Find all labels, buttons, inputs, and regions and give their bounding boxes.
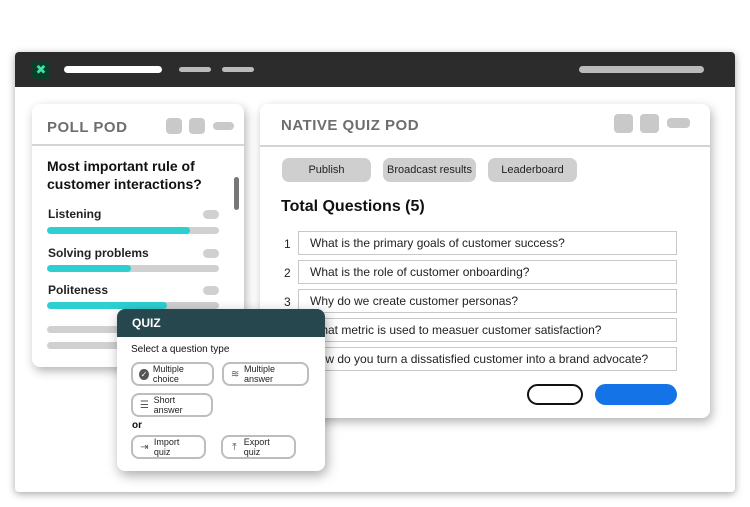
scrollbar[interactable]	[234, 177, 239, 210]
pod-menu-button[interactable]	[667, 118, 690, 128]
import-quiz-button[interactable]: ⇥ Import quiz	[131, 435, 206, 459]
poll-bar-fill	[47, 302, 168, 309]
poll-option-bar	[47, 265, 219, 272]
leaderboard-button[interactable]: Leaderboard	[488, 158, 577, 182]
poll-option-label: Solving problems	[48, 246, 149, 260]
app-logo-icon: ✖	[32, 61, 50, 79]
quiz-pod-title: NATIVE QUIZ POD	[281, 117, 420, 134]
poll-pod-title: POLL POD	[47, 119, 128, 136]
poll-question: Most important rule of customer interact…	[47, 158, 202, 192]
pod-menu-button[interactable]	[213, 122, 234, 130]
check-circle-icon: ✓	[139, 368, 149, 380]
button-label: Short answer	[153, 395, 183, 415]
button-label: Multiple choice	[152, 364, 184, 384]
pod-option-button[interactable]	[189, 118, 205, 134]
publish-button[interactable]: Publish	[282, 158, 371, 182]
multiple-answer-button[interactable]: ≋ Multiple answer	[222, 362, 309, 386]
poll-option-count	[203, 286, 219, 295]
divider	[32, 144, 244, 146]
poll-option-label: Politeness	[48, 283, 109, 297]
poll-option-count	[203, 210, 219, 219]
quiz-popup: QUIZ Select a question type ✓ Multiple c…	[117, 309, 325, 471]
question-number: 3	[284, 295, 291, 309]
quiz-popup-header: QUIZ	[117, 309, 325, 337]
poll-bar-fill	[47, 265, 132, 272]
total-questions: Total Questions (5)	[281, 198, 425, 215]
poll-option-bar	[47, 227, 219, 234]
primary-button[interactable]	[595, 384, 677, 405]
question-item[interactable]: What metric is used to measuer customer …	[298, 318, 677, 342]
pod-option-button[interactable]	[166, 118, 182, 134]
layers-icon: ≋	[230, 368, 240, 380]
short-answer-button[interactable]: ☰ Short answer	[131, 393, 213, 417]
poll-option-label: Listening	[48, 207, 102, 221]
question-number: 1	[284, 237, 291, 251]
question-item[interactable]: How do you turn a dissatisfied customer …	[298, 347, 677, 371]
secondary-button[interactable]	[527, 384, 583, 405]
title-bar: ✖	[15, 52, 735, 87]
export-quiz-button[interactable]: ⤒ Export quiz	[221, 435, 296, 459]
multiple-choice-button[interactable]: ✓ Multiple choice	[131, 362, 214, 386]
text-lines-icon: ☰	[139, 399, 149, 411]
question-item[interactable]: What is the primary goals of customer su…	[298, 231, 677, 255]
pod-option-button[interactable]	[614, 114, 633, 133]
button-label: Import quiz	[153, 437, 180, 457]
question-number: 2	[284, 266, 291, 280]
divider	[260, 145, 710, 147]
question-item[interactable]: Why do we create customer personas?	[298, 289, 677, 313]
menu-placeholder[interactable]	[222, 67, 254, 72]
menu-placeholder[interactable]	[179, 67, 211, 72]
quiz-popup-title: QUIZ	[132, 316, 161, 330]
poll-option-bar	[47, 302, 219, 309]
status-placeholder	[579, 66, 704, 73]
broadcast-results-button[interactable]: Broadcast results	[383, 158, 476, 182]
window-title-placeholder	[64, 66, 162, 73]
poll-option-count	[203, 249, 219, 258]
button-label: Multiple answer	[244, 364, 276, 384]
poll-bar-fill	[47, 227, 190, 234]
or-label: or	[132, 420, 142, 431]
question-type-prompt: Select a question type	[131, 344, 230, 355]
button-label: Export quiz	[243, 437, 270, 457]
import-icon: ⇥	[140, 441, 149, 453]
pod-option-button[interactable]	[640, 114, 659, 133]
question-item[interactable]: What is the role of customer onboarding?	[298, 260, 677, 284]
export-icon: ⤒	[232, 441, 237, 453]
